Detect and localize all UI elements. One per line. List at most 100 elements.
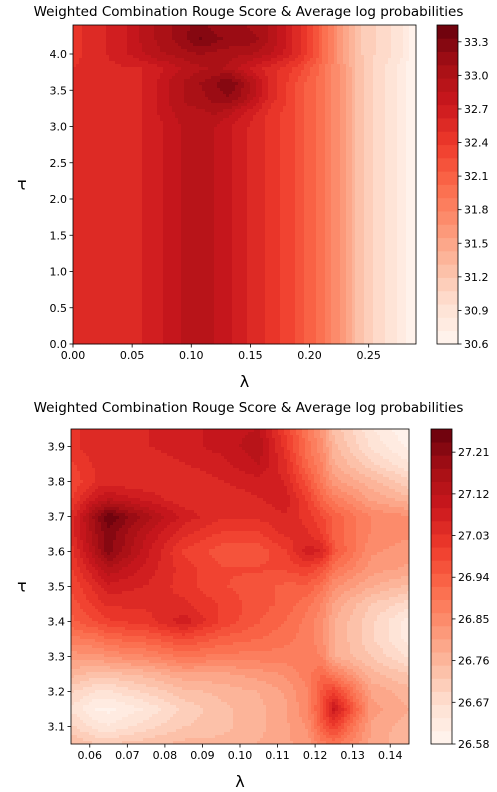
contour-cell <box>121 55 125 59</box>
contour-cell <box>187 49 191 53</box>
contour-cell <box>187 136 191 140</box>
contour-cell <box>160 262 164 266</box>
contour-cell <box>79 214 83 218</box>
contour-cell <box>139 187 143 191</box>
contour-cell <box>94 85 98 89</box>
contour-cell <box>136 40 140 44</box>
contour-cell <box>157 67 161 71</box>
contour-cell <box>175 64 179 68</box>
contour-cell <box>157 154 161 158</box>
contour-cell <box>82 202 86 206</box>
contour-cell <box>85 208 89 212</box>
contour-cell <box>103 85 107 89</box>
contour-cell <box>133 250 137 254</box>
contour-cell <box>121 139 125 143</box>
contour-cell <box>109 274 113 278</box>
contour-cell <box>112 85 116 89</box>
contour-cell <box>190 121 194 125</box>
contour-cell <box>175 85 179 89</box>
contour-cell <box>73 52 77 56</box>
contour-cell <box>97 310 101 314</box>
contour-cell <box>103 64 107 68</box>
contour-cell <box>130 217 134 221</box>
contour-cell <box>76 295 80 299</box>
contour-cell <box>172 217 176 221</box>
contour-cell <box>154 214 158 218</box>
contour-cell <box>160 97 164 101</box>
contour-cell <box>172 97 176 101</box>
contour-cell <box>76 301 80 305</box>
contour-cell <box>142 139 146 143</box>
contour-cell <box>157 214 161 218</box>
contour-cell <box>193 154 197 158</box>
contour-cell <box>148 94 152 98</box>
contour-cell <box>133 154 137 158</box>
contour-cell <box>169 325 173 329</box>
contour-cell <box>142 307 146 311</box>
contour-cell <box>115 70 119 74</box>
contour-cell <box>157 295 161 299</box>
contour-cell <box>190 139 194 143</box>
contour-cell <box>187 181 191 185</box>
contour-cell <box>166 175 170 179</box>
contour-cell <box>94 139 98 143</box>
contour-cell <box>142 265 146 269</box>
contour-cell <box>103 148 107 152</box>
contour-cell <box>115 184 119 188</box>
contour-cell <box>160 46 164 50</box>
contour-cell <box>178 322 182 326</box>
contour-cell <box>157 100 161 104</box>
contour-cell <box>199 286 203 290</box>
contour-cell <box>205 310 209 314</box>
contour-cell <box>148 187 152 191</box>
contour-cell <box>205 175 209 179</box>
contour-cell <box>208 268 212 272</box>
contour-cell <box>175 295 179 299</box>
contour-cell <box>136 217 140 221</box>
contour-cell <box>121 235 125 239</box>
contour-cell <box>187 64 191 68</box>
contour-cell <box>178 34 182 38</box>
contour-cell <box>178 178 182 182</box>
contour-cell <box>100 208 104 212</box>
contour-cell <box>103 304 107 308</box>
contour-cell <box>97 316 101 320</box>
contour-cell <box>157 232 161 236</box>
contour-cell <box>94 169 98 173</box>
contour-cell <box>145 121 149 125</box>
contour-cell <box>163 214 167 218</box>
contour-cell <box>187 85 191 89</box>
contour-cell <box>178 334 182 338</box>
contour-cell <box>208 106 212 110</box>
contour-cell <box>145 154 149 158</box>
contour-cell <box>157 172 161 176</box>
contour-cell <box>100 229 104 233</box>
contour-cell <box>154 232 158 236</box>
contour-cell <box>187 163 191 167</box>
contour-cell <box>100 277 104 281</box>
contour-cell <box>127 151 131 155</box>
contour-cell <box>196 115 200 119</box>
contour-cell <box>160 289 164 293</box>
contour-cell <box>130 229 134 233</box>
contour-cell <box>79 301 83 305</box>
contour-cell <box>115 82 119 86</box>
contour-cell <box>181 28 185 32</box>
contour-cell <box>97 286 101 290</box>
contour-cell <box>154 289 158 293</box>
contour-cell <box>76 280 80 284</box>
contour-cell <box>85 40 89 44</box>
contour-cell <box>139 112 143 116</box>
contour-cell <box>151 124 155 128</box>
contour-cell <box>130 55 134 59</box>
contour-cell <box>139 106 143 110</box>
contour-cell <box>145 112 149 116</box>
contour-cell <box>100 151 104 155</box>
contour-cell <box>121 280 125 284</box>
contour-cell <box>91 79 95 83</box>
contour-cell <box>76 46 80 50</box>
contour-cell <box>121 226 125 230</box>
contour-cell <box>136 82 140 86</box>
contour-cell <box>97 73 101 77</box>
contour-cell <box>184 298 188 302</box>
